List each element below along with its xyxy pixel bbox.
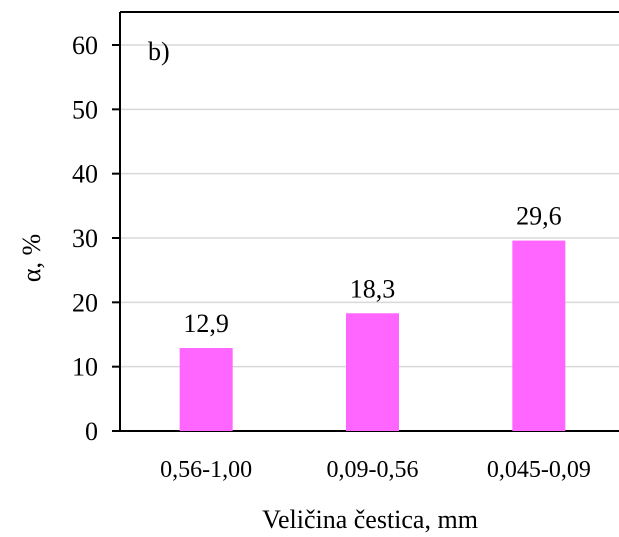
y-tick-label: 0 (85, 417, 98, 446)
y-tick-label: 20 (72, 288, 98, 317)
data-label: 29,6 (516, 202, 562, 231)
bars (179, 240, 566, 431)
data-labels: 12,9 18,3 29,6 (183, 202, 561, 338)
y-axis-ticks: 0 10 20 30 40 50 60 (72, 31, 120, 446)
x-axis-title: Veličina čestica, mm (262, 505, 478, 534)
y-axis-title: α, % (17, 234, 46, 282)
y-tick-label: 60 (72, 31, 98, 60)
bar (512, 240, 566, 431)
y-tick-label: 30 (72, 224, 98, 253)
y-tick-label: 40 (72, 160, 98, 189)
x-tick-label: 0,045-0,09 (487, 457, 591, 483)
data-label: 12,9 (183, 309, 229, 338)
x-tick-label: 0,56-1,00 (160, 457, 252, 483)
y-tick-label: 50 (72, 95, 98, 124)
x-axis-ticks: 0,56-1,00 0,09-0,56 0,045-0,09 (160, 457, 591, 483)
data-label: 18,3 (350, 274, 396, 303)
bar (346, 313, 399, 431)
y-tick-label: 10 (72, 353, 98, 382)
panel-label: b) (148, 37, 170, 66)
x-tick-label: 0,09-0,56 (327, 457, 419, 483)
bar (179, 348, 233, 431)
